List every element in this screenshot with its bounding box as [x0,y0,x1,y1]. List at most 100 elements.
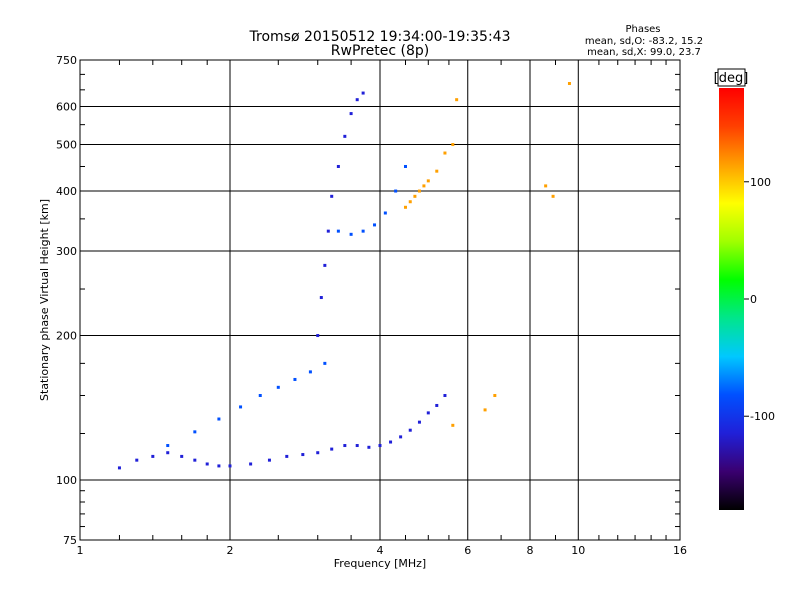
scatter-point [435,403,439,407]
y-tick-label: 300 [56,245,77,258]
scatter-point [413,194,417,198]
scatter-point [394,189,398,193]
y-tick-label: 400 [56,185,77,198]
phases-heading: Phases [625,24,660,35]
x-axis-label: Frequency [MHz] [334,557,426,570]
scatter-point [316,451,320,455]
scatter-point [349,232,353,236]
scatter-point [267,458,271,462]
scatter-point [367,445,371,449]
x-tick-label: 4 [377,544,384,557]
x-tick-label: 16 [673,544,687,557]
scatter-point [336,229,340,233]
x-tick-label: 1 [77,544,84,557]
scatter-point [293,377,297,381]
colorbar-tick-label: 100 [750,176,771,189]
x-tick-label: 2 [227,544,234,557]
scatter-point [193,458,197,462]
scatter-point [451,423,455,427]
scatter-point [567,82,571,86]
scatter-point [117,466,121,470]
colorbar-label-box [717,68,746,87]
scatter-point [399,435,403,439]
chart-subtitle: RwPretec (8p) [331,43,429,59]
scatter-point [316,334,320,338]
scatter-point [443,151,447,155]
scatter-point [455,98,459,102]
colorbar-label: [deg] [714,71,749,86]
scatter-point [426,411,430,415]
scatter-point [403,164,407,168]
y-tick-label: 75 [63,534,77,547]
scatter-point [217,417,221,421]
scatter-point [378,444,382,448]
phases-line-x: mean, sd,X: 99.0, 23.7 [587,47,701,58]
phases-line-o: mean, sd,O: -83.2, 15.2 [585,36,703,47]
scatter-point [285,454,289,458]
plot-area [80,60,680,540]
scatter-point [330,194,334,198]
scatter-point [355,444,359,448]
scatter-point [417,189,421,193]
scatter-point [417,420,421,424]
scatter-point [343,134,347,138]
scatter-point [544,184,548,188]
colorbar-tick-label: 0 [750,293,757,306]
x-tick-label: 10 [571,544,585,557]
colorbar [719,88,744,510]
y-tick-label: 100 [56,474,77,487]
scatter-point [426,179,430,183]
scatter-point [355,98,359,102]
scatter-point [551,194,555,198]
scatter-points [117,82,571,470]
scatter-point [483,408,487,412]
scatter-point [258,394,262,398]
scatter-point [323,361,327,365]
scatter-point [301,453,305,457]
y-axis-label: Stationary phase Virtual Height [km] [38,199,51,401]
scatter-point [308,370,312,374]
x-tick-labels: 1 2 4 6 8 10 16 [77,544,688,557]
scatter-point [389,440,393,444]
scatter-point [435,169,439,173]
scatter-point [239,405,243,409]
scatter-point [217,464,221,468]
scatter-point [205,462,209,466]
scatter-point [193,430,197,434]
scatter-point [422,184,426,188]
y-tick-labels: 75 100 200 300 400 500 600 750 [56,54,77,547]
y-tick-label: 750 [56,54,77,67]
scatter-point [403,205,407,209]
chart-title: Tromsø 20150512 19:34:00-19:35:43 [249,29,511,45]
y-tick-label: 200 [56,330,77,343]
x-tick-label: 8 [527,544,534,557]
axes-frame [79,59,681,541]
scatter-point [135,458,139,462]
scatter-point [180,454,184,458]
scatter-point [349,112,353,116]
scatter-point [228,464,232,468]
scatter-point [361,91,365,95]
colorbar-tick-label: -100 [750,410,775,423]
scatter-point [493,394,497,398]
y-tick-label: 500 [56,139,77,152]
scatter-point [276,385,280,389]
scatter-point [336,164,340,168]
y-tick-label: 600 [56,101,77,114]
scatter-point [323,263,327,267]
scatter-point [326,229,330,233]
scatter-point [319,296,323,300]
plot-frame [79,59,681,541]
colorbar-ticks: 100 0 -100 [744,176,775,423]
scatter-point [451,143,455,147]
scatter-point [343,444,347,448]
scatter-point [330,447,334,451]
scatter-point [408,200,412,204]
scatter-point [373,223,377,227]
scatter-point [361,229,365,233]
scatter-point [151,454,155,458]
scatter-point [383,211,387,215]
scatter-point [166,444,170,448]
scatter-point [443,394,447,398]
